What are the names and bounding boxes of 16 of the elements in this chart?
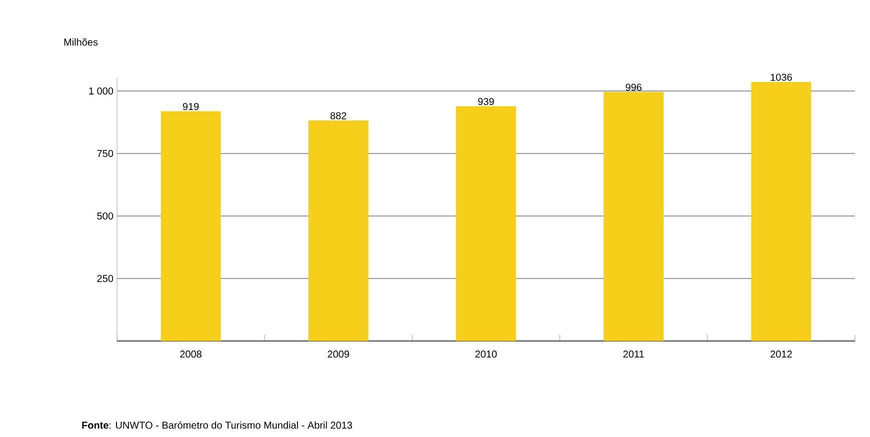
x-tick-label: 2008 [180,350,202,358]
x-tick-label: 2009 [328,350,350,358]
x-tick-label: 2011 [623,350,644,358]
data-label: 882 [330,112,346,120]
x-tick-label: 2012 [770,350,792,358]
data-label: 919 [182,102,199,110]
x-tick-label: 2010 [475,350,497,358]
y-axis-title: Milhões [64,38,98,46]
data-label: 1036 [770,74,792,81]
y-tick-label: 750 [97,150,114,158]
y-tick-label: 500 [97,212,114,220]
data-label: 996 [626,84,642,91]
data-label: 939 [478,98,494,106]
y-tick-label: 250 [97,274,114,282]
y-tick-label: 1 000 [89,87,114,95]
text: Fonte: UNWTO - Barómetro do Turismo Mundial - Abril 2013 [82,421,352,429]
